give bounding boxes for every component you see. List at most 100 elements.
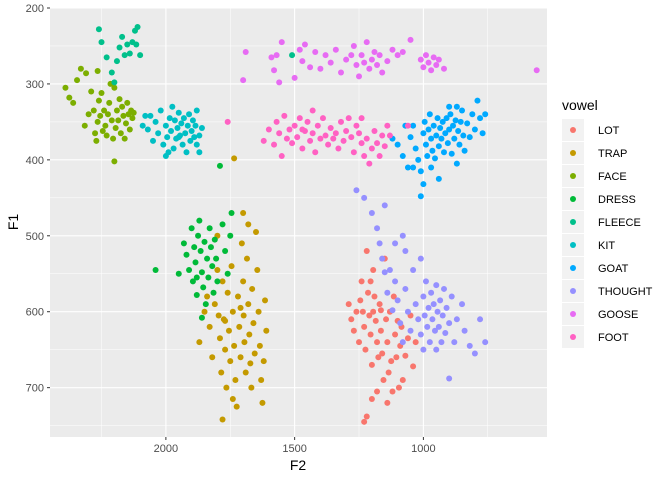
data-point xyxy=(446,375,453,382)
data-point xyxy=(366,65,373,72)
data-point xyxy=(348,52,355,59)
axis-tick-labels: 2000 1500 1000 200 300 400 500 600 700 xyxy=(26,3,436,455)
data-point xyxy=(368,145,375,152)
data-point xyxy=(337,69,344,76)
legend-item-goat: GOAT xyxy=(562,257,629,279)
data-point xyxy=(198,269,205,276)
data-point xyxy=(242,369,249,376)
data-point xyxy=(227,358,234,365)
data-point xyxy=(388,358,395,365)
data-point xyxy=(367,331,374,338)
data-point xyxy=(361,418,368,425)
legend-label: FOOT xyxy=(598,332,629,344)
data-point xyxy=(407,134,414,141)
data-point xyxy=(460,132,467,139)
data-point xyxy=(332,130,339,137)
data-point xyxy=(129,115,136,122)
data-point xyxy=(62,84,69,91)
data-point xyxy=(223,384,230,391)
data-point xyxy=(395,384,402,391)
data-point xyxy=(407,36,414,43)
data-point xyxy=(366,312,373,319)
data-point xyxy=(93,137,100,144)
data-point xyxy=(195,232,202,239)
data-point xyxy=(196,149,203,156)
data-point xyxy=(368,210,375,217)
data-point xyxy=(399,153,406,160)
data-point xyxy=(440,285,447,292)
data-point xyxy=(157,107,164,114)
data-point xyxy=(453,316,460,323)
data-point xyxy=(410,164,417,171)
data-point xyxy=(433,61,440,68)
legend-item-fleece: FLEECE xyxy=(562,211,641,233)
plot-panel xyxy=(50,8,547,437)
data-point xyxy=(228,210,235,217)
data-point xyxy=(175,270,182,277)
data-point xyxy=(187,137,194,144)
data-point xyxy=(410,266,417,273)
data-point xyxy=(474,97,481,104)
data-point xyxy=(155,130,162,137)
data-point xyxy=(455,128,462,135)
data-point xyxy=(348,134,355,141)
data-point xyxy=(440,149,447,156)
data-point xyxy=(479,130,486,137)
data-point xyxy=(410,122,417,129)
data-point xyxy=(180,115,187,122)
data-point xyxy=(186,266,193,273)
data-point xyxy=(111,79,118,86)
data-point xyxy=(353,187,360,194)
data-point xyxy=(296,46,303,53)
data-point xyxy=(379,350,386,357)
data-point xyxy=(430,122,437,129)
data-point xyxy=(389,307,396,314)
series-trap xyxy=(196,155,270,423)
data-point xyxy=(192,259,199,266)
data-point xyxy=(330,135,337,142)
data-point xyxy=(211,301,218,308)
data-point xyxy=(121,52,128,59)
data-point xyxy=(377,307,384,314)
data-point xyxy=(437,124,444,131)
data-point xyxy=(394,52,401,59)
data-point xyxy=(404,335,411,342)
data-point xyxy=(139,122,146,129)
data-point xyxy=(211,236,218,243)
data-point xyxy=(229,396,236,403)
legend-item-goose: GOOSE xyxy=(562,303,638,325)
data-point xyxy=(345,301,352,308)
data-point xyxy=(99,128,106,135)
data-point xyxy=(386,266,393,273)
data-point xyxy=(102,122,109,129)
data-point xyxy=(417,168,424,175)
data-point xyxy=(242,49,249,56)
data-point xyxy=(353,308,360,315)
data-point xyxy=(430,301,437,308)
data-point xyxy=(386,132,393,139)
data-point xyxy=(216,162,223,169)
data-point xyxy=(94,68,101,75)
data-point xyxy=(193,292,200,299)
data-point xyxy=(116,96,123,103)
data-point xyxy=(237,304,244,311)
data-point xyxy=(433,132,440,139)
data-point xyxy=(160,141,167,148)
axis-ticks xyxy=(47,7,424,440)
data-point xyxy=(327,124,334,131)
data-point xyxy=(422,52,429,59)
data-point xyxy=(174,124,181,131)
data-point xyxy=(443,304,450,311)
data-point xyxy=(202,301,209,308)
data-point xyxy=(237,354,244,361)
data-point xyxy=(325,141,332,148)
data-point xyxy=(399,377,406,384)
data-point xyxy=(104,111,111,118)
data-point xyxy=(232,377,239,384)
data-point xyxy=(425,59,432,66)
data-point xyxy=(268,54,275,61)
data-point xyxy=(191,134,198,141)
data-point xyxy=(420,64,427,71)
data-point xyxy=(434,308,441,315)
data-point xyxy=(231,155,238,162)
